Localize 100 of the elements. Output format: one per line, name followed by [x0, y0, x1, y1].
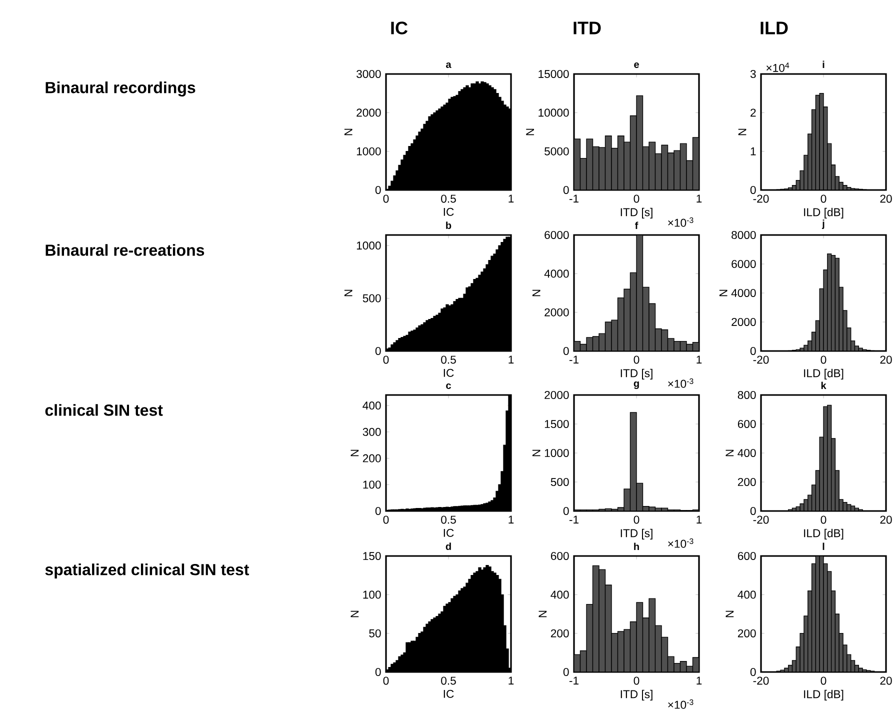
y-tick-label: 2000	[544, 308, 569, 316]
x-tick-label: 1	[696, 194, 702, 203]
y-axis-title: N	[526, 128, 534, 136]
x-axis-title: ILD [dB]	[804, 528, 844, 540]
y-tick-label: 50	[369, 629, 381, 638]
y-axis-title: N	[738, 128, 746, 136]
y-tick-label: 400	[550, 590, 569, 599]
x-axis-title: ILD [dB]	[804, 690, 844, 700]
y-tick-label: 0	[750, 668, 756, 676]
chart-title: g	[634, 381, 639, 389]
x-tick-label: 0	[634, 194, 640, 203]
y-tick-label: 4000	[731, 288, 756, 298]
y-axis-title: N	[726, 450, 734, 456]
y-tick-label: 3	[750, 70, 756, 78]
chart-title: j	[822, 220, 824, 229]
y-tick-label: 1500	[544, 420, 569, 428]
y-tick-label: 0	[750, 346, 756, 356]
x-axis-title: IC	[444, 208, 454, 216]
chart-title: f	[635, 222, 638, 229]
x-tick-label: 20	[880, 676, 892, 685]
x-axis-title: IC	[444, 690, 454, 698]
y-tick-label: 400	[362, 402, 381, 410]
y-axis-title: N	[532, 450, 540, 456]
chart-title: b	[446, 222, 452, 229]
x-axis-title: ITD [s]	[620, 208, 652, 218]
y-tick-label: 15000	[538, 70, 569, 78]
chart-title: h	[634, 542, 639, 550]
y-tick-label: 0	[375, 506, 381, 516]
y-tick-label: 600	[738, 420, 756, 428]
y-axis-title: N	[344, 128, 352, 136]
x-tick-label: -20	[753, 516, 769, 524]
text: ×10$^{-3}$	[668, 378, 694, 388]
x-tick-label: 1	[508, 356, 514, 364]
x-axis-title: ITD [s]	[620, 528, 652, 540]
y-axis-title: N	[350, 450, 359, 456]
y-tick-label: 5000	[544, 147, 569, 156]
y-tick-label: 0	[563, 668, 569, 676]
y-axis-title: N	[538, 610, 547, 618]
x-tick-label: 0.5	[441, 516, 456, 524]
text: clinical SIN test	[45, 404, 163, 416]
x-axis-title: ITD [s]	[620, 368, 652, 380]
y-axis-title: N	[532, 290, 540, 296]
x-tick-label: 0	[820, 676, 826, 685]
x-tick-label: 0	[820, 516, 826, 524]
text: ×10$^{-3}$	[668, 699, 694, 709]
text: Binaural recordings	[46, 82, 196, 96]
y-tick-label: 500	[362, 294, 381, 302]
x-tick-label: 0.5	[441, 194, 456, 203]
y-tick-label: 400	[738, 590, 756, 599]
chart-title: l	[822, 542, 824, 550]
y-tick-label: 150	[363, 552, 381, 560]
y-tick-label: 4000	[544, 270, 569, 278]
chart-title: i	[822, 60, 824, 68]
x-tick-label: 20	[880, 194, 892, 203]
x-tick-label: 1	[696, 356, 702, 364]
y-tick-label: 3000	[356, 70, 381, 78]
y-axis-title: N	[719, 290, 728, 296]
y-tick-label: 300	[362, 428, 381, 436]
x-tick-label: 0	[634, 356, 640, 364]
y-tick-label: 0	[563, 346, 569, 356]
y-tick-label: 200	[362, 454, 381, 462]
y-tick-label: 1000	[544, 448, 569, 458]
text: ILD	[760, 22, 788, 34]
x-tick-label: -1	[569, 194, 578, 203]
y-tick-label: 2000	[544, 390, 569, 400]
text: IC	[391, 22, 408, 34]
y-tick-label: 200	[738, 478, 756, 486]
x-tick-label: -20	[753, 676, 769, 685]
x-tick-label: 0	[634, 676, 640, 685]
y-tick-label: 0	[563, 506, 569, 516]
y-tick-label: 2000	[732, 318, 756, 326]
text: ×10$^{4}$	[766, 62, 790, 72]
x-tick-label: 0	[383, 194, 389, 203]
text: ×10$^{-3}$	[668, 217, 694, 227]
y-tick-label: 2	[750, 108, 756, 117]
x-axis-title: IC	[444, 368, 454, 377]
x-axis-title: ILD [dB]	[804, 368, 844, 380]
y-axis-title: N	[726, 610, 734, 618]
y-tick-label: 10000	[538, 108, 569, 117]
y-tick-label: 0	[375, 346, 381, 356]
x-tick-label: 0	[634, 516, 640, 524]
text: ITD	[574, 22, 601, 34]
x-axis-title: IC	[444, 528, 454, 537]
chart-title: a	[446, 62, 452, 68]
x-axis-title: ITD [s]	[620, 690, 652, 700]
y-tick-label: 400	[738, 448, 756, 458]
text: Binaural re-creations	[46, 244, 204, 256]
x-tick-label: 1	[508, 676, 514, 685]
x-tick-label: 0	[383, 676, 389, 685]
y-tick-label: 600	[550, 552, 569, 560]
y-tick-label: 0	[563, 186, 569, 194]
y-tick-label: 6000	[544, 230, 569, 239]
y-tick-label: 200	[550, 629, 569, 638]
y-tick-label: 1	[750, 147, 756, 156]
x-tick-label: -20	[753, 194, 769, 203]
y-tick-label: 600	[738, 552, 756, 560]
y-tick-label: 800	[738, 390, 756, 400]
x-tick-label: 0.5	[441, 356, 456, 364]
y-tick-label: 8000	[732, 230, 756, 240]
x-tick-label: 0	[383, 356, 389, 364]
